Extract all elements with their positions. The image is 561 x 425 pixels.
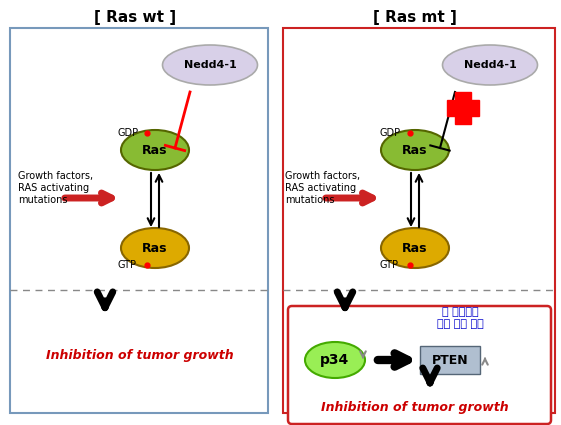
Text: [ Ras mt ]: [ Ras mt ] bbox=[373, 10, 457, 25]
Text: GTP: GTP bbox=[380, 260, 399, 270]
Text: Growth factors,
RAS activating
mutations: Growth factors, RAS activating mutations bbox=[285, 171, 360, 204]
Text: Nedd4-1: Nedd4-1 bbox=[463, 60, 516, 70]
Bar bbox=[283, 28, 555, 413]
Bar bbox=[447, 100, 479, 116]
Text: Growth factors,
RAS activating
mutations: Growth factors, RAS activating mutations bbox=[18, 171, 93, 204]
Text: PTEN: PTEN bbox=[431, 354, 468, 366]
Ellipse shape bbox=[121, 130, 189, 170]
Text: p34: p34 bbox=[320, 353, 350, 367]
Ellipse shape bbox=[163, 45, 257, 85]
Ellipse shape bbox=[443, 45, 537, 85]
Text: 본 연구진의
연구 결과 적용: 본 연구진의 연구 결과 적용 bbox=[436, 307, 484, 329]
FancyBboxPatch shape bbox=[288, 306, 551, 424]
Text: Ras: Ras bbox=[402, 241, 427, 255]
Text: Ras: Ras bbox=[142, 241, 168, 255]
Ellipse shape bbox=[381, 130, 449, 170]
Text: GTP: GTP bbox=[118, 260, 137, 270]
Text: Inhibition of tumor growth: Inhibition of tumor growth bbox=[321, 402, 509, 414]
Text: [ Ras wt ]: [ Ras wt ] bbox=[94, 10, 176, 25]
Ellipse shape bbox=[305, 342, 365, 378]
Text: GDP: GDP bbox=[118, 128, 139, 138]
Text: Ras: Ras bbox=[142, 144, 168, 156]
Text: Nedd4-1: Nedd4-1 bbox=[183, 60, 236, 70]
Text: Ras: Ras bbox=[402, 144, 427, 156]
Ellipse shape bbox=[381, 228, 449, 268]
Bar bbox=[10, 28, 268, 413]
Bar bbox=[420, 346, 480, 374]
Ellipse shape bbox=[121, 228, 189, 268]
Bar bbox=[455, 92, 471, 124]
Text: GDP: GDP bbox=[380, 128, 401, 138]
Text: Inhibition of tumor growth: Inhibition of tumor growth bbox=[46, 348, 234, 362]
